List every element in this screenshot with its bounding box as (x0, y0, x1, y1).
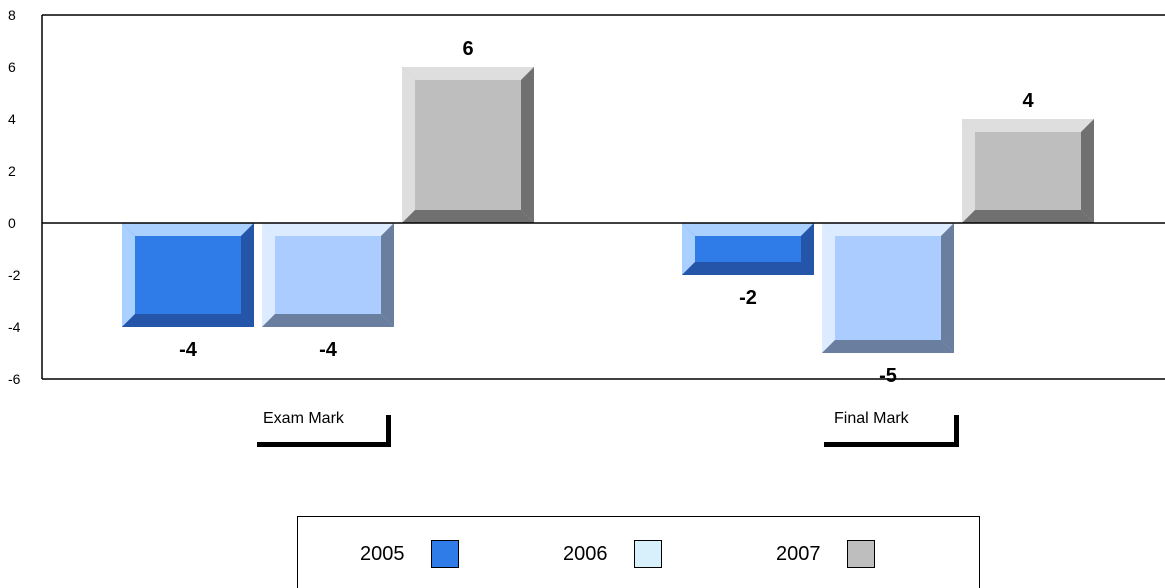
data-labels: -4 -4 6 -2 -5 4 (179, 38, 1034, 387)
y-tick-label: 4 (8, 111, 16, 127)
y-tick-label: 6 (8, 59, 16, 75)
bar-chart: 8 6 4 2 0 -2 -4 -6 -4 -4 6 -2 -5 4 (8, 7, 1165, 387)
bar-2005-0 (122, 223, 254, 327)
data-label-2007-1: 4 (1022, 90, 1034, 112)
legend: 2005 2006 2007 (297, 516, 980, 588)
legend-item-2005: 2005 (360, 539, 459, 569)
legend-swatch-2006 (633, 540, 662, 568)
y-tick-label: -2 (8, 267, 21, 283)
bar-2007-0 (402, 67, 534, 223)
legend-label-2006: 2006 (563, 542, 608, 565)
legend-item-2006: 2006 (563, 539, 662, 569)
category-label-exam-mark: Exam Mark (263, 410, 344, 427)
legend-label-2007: 2007 (776, 542, 821, 565)
data-label-2006-1: -5 (879, 365, 897, 387)
data-label-2006-0: -4 (319, 339, 338, 361)
legend-swatch-2007 (846, 540, 875, 568)
y-tick-label: 2 (8, 163, 16, 179)
y-tick-label: 8 (8, 7, 16, 23)
data-label-2007-0: 6 (462, 38, 473, 60)
bar-2007-1 (962, 119, 1094, 223)
data-label-2005-0: -4 (179, 339, 198, 361)
legend-label-2005: 2005 (360, 542, 405, 565)
legend-swatch-2005 (430, 540, 459, 568)
legend-item-2007: 2007 (776, 539, 875, 569)
y-axis-ticks: 8 6 4 2 0 -2 -4 -6 (8, 7, 21, 387)
bar-2005-1 (682, 223, 814, 275)
y-tick-label: 0 (8, 215, 16, 231)
y-tick-label: -4 (8, 319, 21, 335)
bars (122, 67, 1094, 353)
bar-2006-1 (822, 223, 954, 353)
data-label-2005-1: -2 (739, 287, 757, 309)
category-bracket-final-mark (824, 415, 959, 447)
y-tick-label: -6 (8, 371, 21, 387)
category-label-final-mark: Final Mark (834, 410, 909, 427)
bar-2006-0 (262, 223, 394, 327)
category-bracket-exam-mark (257, 415, 391, 447)
